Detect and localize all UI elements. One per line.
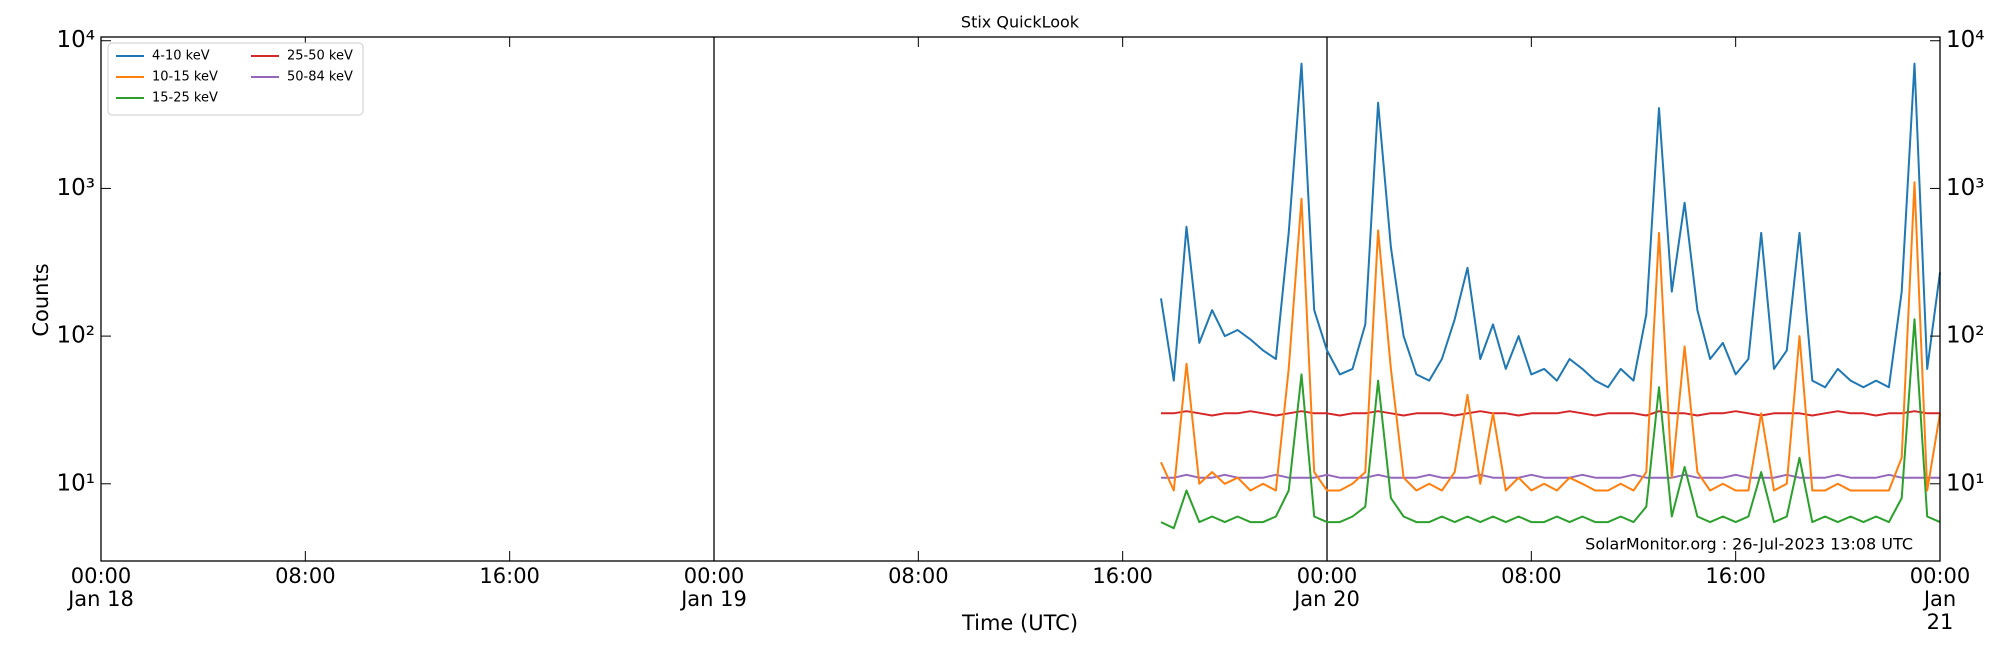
x-axis-label: Time (UTC)	[961, 611, 1078, 635]
y-tick-label-right: 10³	[1946, 175, 1985, 201]
y-tick-label: 10³	[57, 175, 96, 201]
x-tick-label: 08:00	[275, 564, 336, 588]
x-tick-label: 08:00	[888, 564, 949, 588]
series-line	[1160, 62, 1941, 389]
legend-label: 10-15 keV	[152, 70, 218, 85]
y-tick-label: 10¹	[57, 470, 96, 496]
x-tick-label: 08:00	[1501, 564, 1562, 588]
y-axis-label: Counts	[29, 263, 53, 336]
x-tick-label: 16:00	[479, 564, 540, 588]
legend-box	[107, 42, 364, 116]
y-tick-label-right: 10⁴	[1946, 27, 1985, 53]
legend-label: 50-84 keV	[287, 70, 353, 85]
series-line	[1161, 410, 1940, 417]
x-tick-label: 16:00	[1092, 564, 1153, 588]
legend-label: 4-10 keV	[152, 49, 210, 64]
y-tick-label-right: 10¹	[1946, 470, 1985, 496]
x-tick-label: 16:00	[1705, 564, 1766, 588]
y-tick-label: 10²	[57, 323, 96, 349]
legend: 4-10 keV 10-15 keV 15-25 keV 25-50 keV 50-84…	[107, 42, 364, 116]
series-line	[1160, 318, 1941, 530]
legend-label: 25-50 keV	[287, 49, 353, 64]
y-tick-label-right: 10²	[1946, 323, 1985, 349]
series-line	[1160, 181, 1941, 492]
annotation: SolarMonitor.org : 26-Jul-2023 13:08 UTC	[1585, 535, 1913, 554]
legend-label: 15-25 keV	[152, 91, 218, 106]
chart-title: Stix QuickLook	[961, 13, 1080, 32]
x-tick-label: 00:00 Jan 20	[1294, 564, 1360, 611]
plot-frame	[100, 36, 1941, 562]
x-tick-label: 00:00 Jan 18	[68, 564, 134, 611]
y-tick-label: 10⁴	[57, 27, 96, 53]
x-tick-label: 00:00 Jan 21	[1909, 564, 1971, 634]
x-tick-label: 00:00 Jan 19	[681, 564, 747, 611]
